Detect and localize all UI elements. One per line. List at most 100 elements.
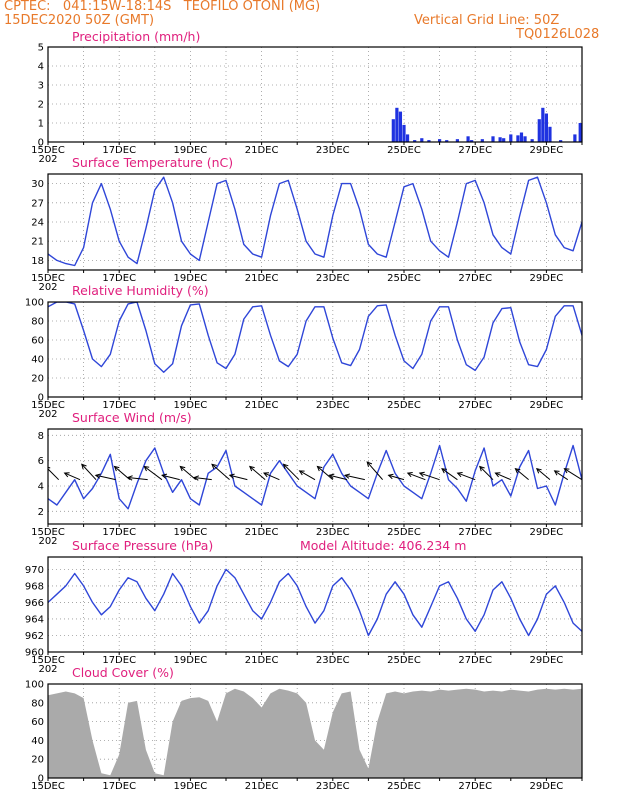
wind-vector xyxy=(536,468,551,481)
rh-ytick-label: 100 xyxy=(25,298,44,309)
wind-vector-head xyxy=(94,473,101,479)
wind-vector xyxy=(229,474,248,481)
pres-xtick-label: 17DEC xyxy=(102,655,136,666)
wind-frame xyxy=(47,428,583,525)
wind-vector xyxy=(161,474,180,481)
precip-bar xyxy=(438,139,442,142)
precip-ytick-label: 4 xyxy=(38,62,44,73)
precip-bar xyxy=(498,137,502,142)
precip-bar xyxy=(519,132,524,142)
wind-vector xyxy=(127,476,148,481)
wind-vector-head xyxy=(63,472,70,478)
temp-line xyxy=(48,176,582,267)
wind-line xyxy=(48,444,582,510)
wind-vector-head xyxy=(48,466,51,469)
precip-xtick-label: 21DEC xyxy=(245,145,279,156)
precip-xtick-label: 27DEC xyxy=(458,145,492,156)
cloud-ytick-label: 100 xyxy=(25,680,44,691)
cloud-frame xyxy=(47,683,583,779)
wind-vector xyxy=(441,468,458,481)
wind-vector xyxy=(515,468,529,481)
temp-title: Surface Temperature (nC) xyxy=(72,155,233,170)
cloud-ytick-label: 40 xyxy=(31,736,44,747)
pres-xtick-label: 19DEC xyxy=(174,655,208,666)
precip-bar xyxy=(420,138,424,142)
wind-vector xyxy=(317,466,334,481)
cloud-title: Cloud Cover (%) xyxy=(72,665,174,680)
temp-plot xyxy=(48,176,582,267)
cloud-ytick-label: 20 xyxy=(31,755,44,766)
pres-year-label: 202 xyxy=(38,664,57,675)
wind-vector xyxy=(495,472,511,481)
pres-ytick-label: 964 xyxy=(25,614,44,625)
precip-bar xyxy=(541,107,545,142)
precip-xtick-label: 23DEC xyxy=(316,145,350,156)
rh-line xyxy=(48,302,582,373)
precip-bar xyxy=(427,140,431,142)
wind-ytick-label: 2 xyxy=(38,507,44,518)
rh-plot xyxy=(48,302,582,373)
precip-ytick-label: 2 xyxy=(38,100,44,111)
pres-ytick-label: 960 xyxy=(25,648,44,659)
wind-vector xyxy=(180,466,197,481)
rh-panel: Relative Humidity (%) 0 20 40 60 80 100 15DEC 1… xyxy=(25,283,583,420)
rh-title: Relative Humidity (%) xyxy=(72,283,209,298)
pres-plot xyxy=(48,568,582,637)
temp-ytick-label: 18 xyxy=(31,256,44,267)
precip-xtick-label: 17DEC xyxy=(102,145,136,156)
wind-title: Surface Wind (m/s) xyxy=(72,410,192,425)
wind-vector-head xyxy=(535,467,542,474)
pres-xtick-label: 29DEC xyxy=(530,655,564,666)
wind-vector-head xyxy=(441,468,447,474)
rh-xtick-label: 23DEC xyxy=(316,400,350,411)
precip-bar xyxy=(537,119,541,142)
wind-ytick-label: 6 xyxy=(38,456,44,467)
wind-vector-head xyxy=(406,472,413,478)
temp-ytick-label: 24 xyxy=(31,218,44,229)
wind-vector-head xyxy=(81,463,87,470)
pres-panel: Surface Pressure (hPa) Model Altitude: 4… xyxy=(25,538,583,675)
precip-bar xyxy=(391,119,395,142)
wind-xtick-label: 19DEC xyxy=(174,527,208,538)
wind-vector xyxy=(366,461,384,480)
wind-vector-head xyxy=(282,463,289,470)
temp-xtick-label: 17DEC xyxy=(102,273,136,284)
cloud-panel: Cloud Cover (%) 0 20 40 60 80 100 15DEC 17DEC 19… xyxy=(25,665,583,792)
cloud-xtick-label: 19DEC xyxy=(174,781,208,792)
temp-xtick-label: 19DEC xyxy=(174,273,208,284)
rh-ytick-label: 0 xyxy=(38,393,44,404)
wind-vector xyxy=(64,472,81,481)
header-code: TQ0126L028 xyxy=(516,27,600,42)
precip-bar xyxy=(413,140,417,142)
header-date: 15DEC2020 50Z (GMT) xyxy=(4,13,155,28)
wind-vector-head xyxy=(248,465,255,472)
rh-ytick-label: 80 xyxy=(31,317,44,328)
wind-vector-head xyxy=(494,472,501,478)
rh-frame xyxy=(47,301,583,398)
wind-vector-head xyxy=(328,473,335,479)
wind-ytick-label: 4 xyxy=(38,482,44,493)
pres-xtick-label: 15DEC xyxy=(31,655,65,666)
temp-ytick-label: 30 xyxy=(31,179,44,190)
pres-xtick-label: 21DEC xyxy=(245,655,279,666)
rh-ytick-label: 40 xyxy=(31,355,44,366)
wind-panel: Surface Wind (m/s) 2 4 6 8 15DEC 17DEC 19DEC 21… xyxy=(31,410,583,547)
precip-bar xyxy=(466,136,470,142)
precip-bar xyxy=(578,123,582,142)
pres-ytick-label: 962 xyxy=(25,631,44,642)
cloud-ytick-label: 80 xyxy=(31,698,44,709)
wind-xtick-label: 23DEC xyxy=(316,527,350,538)
wind-vector-head xyxy=(366,461,373,468)
wind-vector xyxy=(283,463,300,481)
wind-xtick-label: 17DEC xyxy=(102,527,136,538)
precip-bar xyxy=(455,139,459,142)
precip-bar xyxy=(445,140,449,142)
wind-vector-head xyxy=(298,470,305,476)
cloud-xtick-label: 23DEC xyxy=(316,781,350,792)
rh-xtick-label: 15DEC xyxy=(31,400,65,411)
cloud-xtick-label: 29DEC xyxy=(530,781,564,792)
precip-year-label: 202 xyxy=(38,154,57,165)
precip-bar xyxy=(405,134,410,142)
cloud-plot xyxy=(48,688,582,778)
